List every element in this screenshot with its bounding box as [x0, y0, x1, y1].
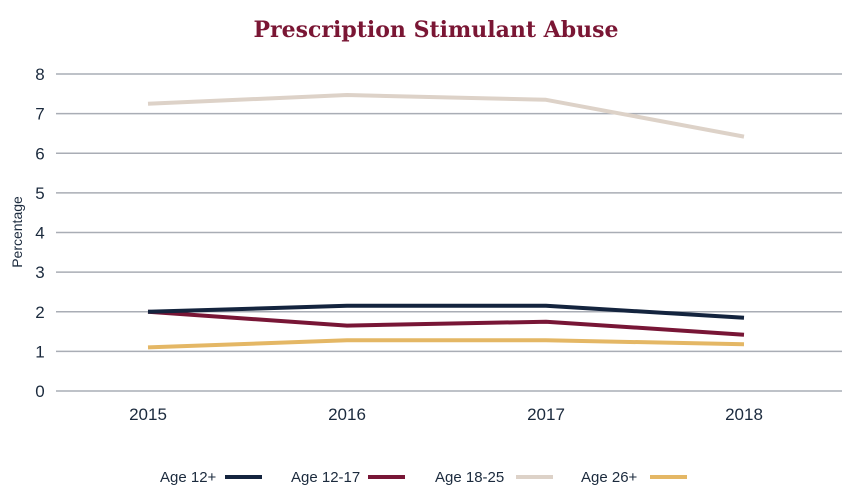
series-line-age-26-	[147, 338, 745, 350]
x-tick-label: 2016	[328, 405, 366, 424]
legend-label-age-18-25: Age 18-25	[435, 469, 504, 486]
x-tick-label: 2015	[129, 405, 167, 424]
y-tick-label: 4	[35, 224, 44, 243]
y-tick-label: 3	[35, 263, 44, 282]
series-line-age-12-17	[147, 309, 745, 337]
legend: Age 12+ Age 12-17 Age 18-25 Age 26+	[160, 469, 687, 486]
y-tick-label: 2	[35, 303, 44, 322]
y-tick-label: 5	[35, 184, 44, 203]
x-tick-label: 2017	[527, 405, 565, 424]
x-tick-labels: 2015 2016 2017 2018	[129, 405, 763, 424]
series-line-age-12-	[147, 303, 745, 320]
y-tick-label: 7	[35, 105, 44, 124]
y-tick-label: 1	[35, 342, 44, 361]
y-tick-labels: 0 1 2 3 4 5 6 7 8	[35, 65, 44, 401]
series-line-age-18-25	[147, 93, 745, 139]
y-tick-label: 6	[35, 144, 44, 163]
y-tick-label: 0	[35, 382, 44, 401]
x-tick-label: 2018	[725, 405, 763, 424]
series-lines	[147, 93, 745, 350]
y-axis-label: Percentage	[9, 196, 25, 268]
chart-title: Prescription Stimulant Abuse	[253, 17, 618, 43]
y-tick-label: 8	[35, 65, 44, 84]
legend-label-age-26-: Age 26+	[581, 469, 638, 486]
legend-label-age-12-17: Age 12-17	[291, 469, 360, 486]
legend-label-age-12-: Age 12+	[160, 469, 217, 486]
